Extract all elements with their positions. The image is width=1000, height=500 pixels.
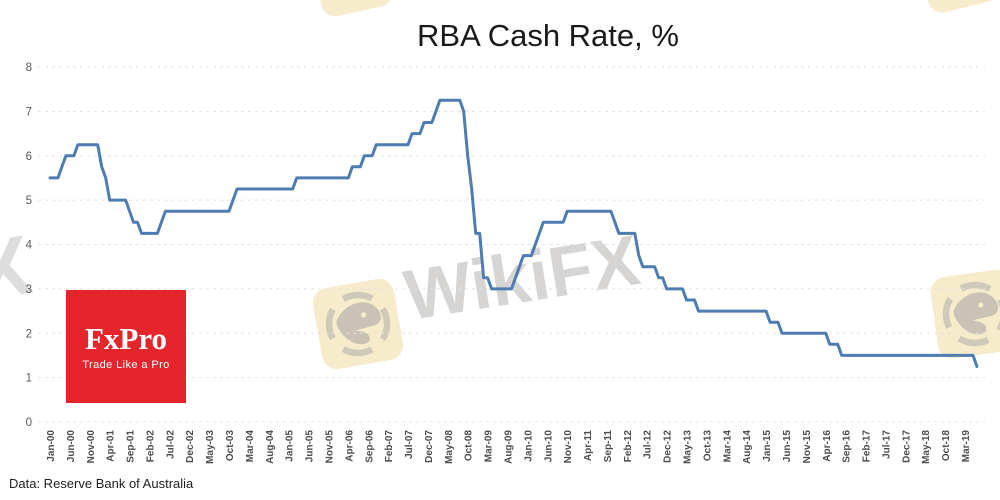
svg-text:1: 1	[26, 373, 32, 385]
svg-text:Dec-07: Dec-07	[424, 430, 435, 463]
svg-text:May-18: May-18	[921, 430, 932, 464]
svg-text:Apr-16: Apr-16	[822, 430, 833, 462]
svg-text:Mar-19: Mar-19	[961, 430, 972, 463]
svg-text:6: 6	[26, 151, 32, 163]
svg-text:Jul-17: Jul-17	[881, 430, 892, 459]
svg-text:Mar-09: Mar-09	[484, 430, 495, 463]
svg-text:0: 0	[26, 417, 32, 429]
svg-text:Jul-02: Jul-02	[165, 430, 176, 459]
svg-text:Aug-04: Aug-04	[265, 430, 276, 464]
svg-text:May-03: May-03	[205, 430, 216, 464]
svg-text:Jan-00: Jan-00	[46, 430, 57, 462]
svg-text:4: 4	[26, 240, 33, 252]
svg-text:Aug-14: Aug-14	[742, 430, 753, 464]
svg-text:Jan-10: Jan-10	[523, 430, 534, 462]
svg-text:5: 5	[26, 195, 32, 207]
chart-title: RBA Cash Rate, %	[417, 18, 679, 53]
svg-text:Oct-13: Oct-13	[702, 430, 713, 462]
svg-text:Jun-10: Jun-10	[543, 430, 554, 463]
svg-text:Dec-02: Dec-02	[185, 430, 196, 463]
svg-text:Jul-07: Jul-07	[404, 430, 415, 459]
svg-text:Aug-09: Aug-09	[504, 430, 515, 464]
svg-text:Apr-01: Apr-01	[106, 430, 117, 462]
svg-text:May-13: May-13	[683, 430, 694, 464]
svg-text:Apr-06: Apr-06	[344, 430, 355, 462]
svg-text:Dec-17: Dec-17	[901, 430, 912, 463]
svg-text:Jul-12: Jul-12	[643, 430, 654, 459]
svg-text:Apr-11: Apr-11	[583, 430, 594, 462]
svg-text:Sep-06: Sep-06	[364, 430, 375, 463]
svg-text:3: 3	[26, 284, 32, 296]
fxpro-logo: FxPro Trade Like a Pro	[66, 290, 186, 403]
svg-text:Oct-08: Oct-08	[464, 430, 475, 462]
svg-text:2: 2	[26, 328, 32, 340]
svg-text:Jan-15: Jan-15	[762, 430, 773, 462]
svg-text:Mar-14: Mar-14	[722, 430, 733, 463]
svg-text:Jun-05: Jun-05	[305, 430, 316, 463]
svg-text:Feb-07: Feb-07	[384, 430, 395, 463]
svg-text:Oct-18: Oct-18	[941, 430, 952, 462]
svg-text:Feb-02: Feb-02	[145, 430, 156, 463]
fxpro-logo-wordmark: FxPro	[84, 320, 168, 356]
svg-text:Dec-12: Dec-12	[663, 430, 674, 463]
svg-text:Nov-05: Nov-05	[324, 430, 335, 464]
svg-text:7: 7	[26, 106, 32, 118]
svg-text:Jun-15: Jun-15	[782, 430, 793, 463]
svg-text:Nov-10: Nov-10	[563, 430, 574, 464]
svg-text:Sep-01: Sep-01	[126, 430, 137, 463]
svg-text:Mar-04: Mar-04	[245, 430, 256, 463]
svg-text:Feb-17: Feb-17	[862, 430, 873, 463]
svg-text:Jan-05: Jan-05	[285, 430, 296, 462]
svg-text:Oct-03: Oct-03	[225, 430, 236, 462]
svg-text:Sep-16: Sep-16	[842, 430, 853, 463]
svg-text:May-08: May-08	[444, 430, 455, 464]
svg-text:Sep-11: Sep-11	[603, 430, 614, 463]
svg-text:Nov-00: Nov-00	[86, 430, 97, 464]
svg-text:Jun-00: Jun-00	[66, 430, 77, 463]
svg-text:8: 8	[26, 62, 32, 74]
svg-text:Nov-15: Nov-15	[802, 430, 813, 464]
data-source-note: Data: Reserve Bank of Australia	[9, 476, 194, 491]
fxpro-logo-tagline: Trade Like a Pro	[82, 358, 170, 371]
svg-text:Feb-12: Feb-12	[623, 430, 634, 463]
